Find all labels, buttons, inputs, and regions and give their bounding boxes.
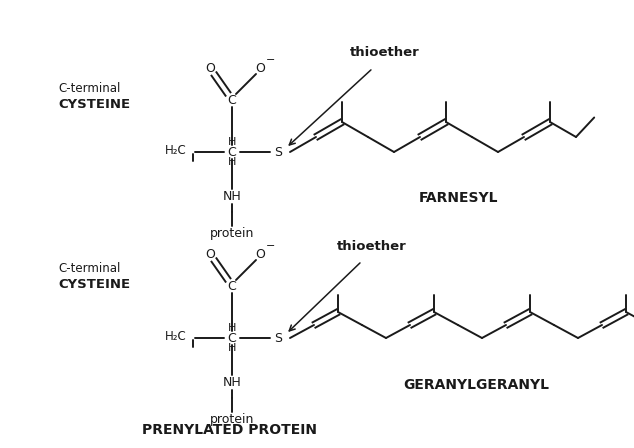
Text: thioether: thioether	[337, 240, 407, 253]
Text: C: C	[228, 332, 236, 345]
Text: C: C	[228, 280, 236, 293]
Text: NH: NH	[223, 375, 242, 388]
Text: S: S	[274, 332, 282, 345]
Text: H: H	[228, 137, 236, 147]
Text: PRENYLATED PROTEIN: PRENYLATED PROTEIN	[143, 423, 318, 437]
Text: CYSTEINE: CYSTEINE	[58, 277, 130, 290]
Text: O: O	[255, 247, 265, 260]
Text: CYSTEINE: CYSTEINE	[58, 98, 130, 111]
Text: S: S	[274, 146, 282, 159]
Text: GERANYLGERANYL: GERANYLGERANYL	[403, 378, 549, 392]
Text: C-terminal: C-terminal	[58, 82, 120, 95]
Text: C-terminal: C-terminal	[58, 262, 120, 275]
Text: O: O	[205, 61, 215, 74]
Text: H₂C: H₂C	[165, 331, 187, 344]
Text: H: H	[228, 343, 236, 353]
Text: thioether: thioether	[350, 46, 420, 59]
Text: H: H	[228, 323, 236, 333]
Text: −: −	[266, 241, 276, 251]
Text: protein: protein	[210, 414, 254, 426]
Text: FARNESYL: FARNESYL	[418, 191, 498, 205]
Text: C: C	[228, 146, 236, 159]
Text: H: H	[228, 157, 236, 167]
Text: O: O	[205, 247, 215, 260]
Text: −: −	[266, 55, 276, 65]
Text: protein: protein	[210, 228, 254, 241]
Text: C: C	[228, 94, 236, 107]
Text: H₂C: H₂C	[165, 145, 187, 158]
Text: NH: NH	[223, 190, 242, 202]
Text: O: O	[255, 61, 265, 74]
